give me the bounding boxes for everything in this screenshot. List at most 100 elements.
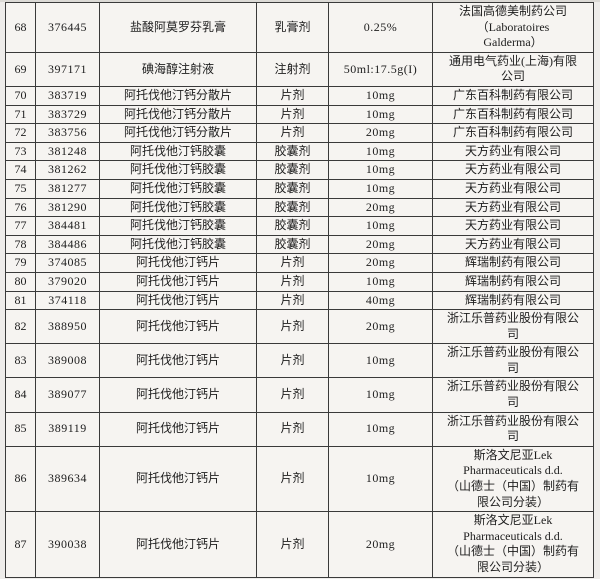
acceptance-number-cell: 381290 [35,197,100,218]
spec-cell: 20mg [328,253,433,273]
row-number-cell: 69 [5,51,36,87]
spec-cell: 20mg [328,309,433,345]
spec-cell: 10mg [328,216,433,236]
table-row: 77 384481 阿托伐他汀钙胶囊 胶囊剂 10mg 天方药业有限公司 [5,216,594,236]
table-row: 84 389077 阿托伐他汀钙片 片剂 10mg 浙江乐普药业股份有限公 司 [5,377,594,413]
spec-cell: 20mg [328,197,433,218]
row-number-cell: 84 [5,377,36,413]
drug-name-cell: 阿托伐他汀钙片 [99,343,257,379]
table-row: 83 389008 阿托伐他汀钙片 片剂 10mg 浙江乐普药业股份有限公 司 [5,343,594,379]
row-number-cell: 77 [5,216,36,236]
dosage-form-cell: 胶囊剂 [256,216,329,236]
dosage-form-cell: 乳膏剂 [256,2,329,53]
acceptance-number-cell: 383729 [35,104,100,125]
acceptance-number-cell: 383756 [35,123,100,143]
row-number-cell: 71 [5,104,36,125]
spec-cell: 10mg [328,85,433,106]
drug-table-body: 68 376445 盐酸阿莫罗芬乳膏 乳膏剂 0.25% 法国高德美制药公司 （Labor… [5,2,594,578]
dosage-form-cell: 片剂 [256,85,329,106]
row-number-cell: 78 [5,234,36,255]
row-number-cell: 86 [5,445,36,513]
table-row: 71 383729 阿托伐他汀钙分散片 片剂 10mg 广东百科制药有限公司 [5,104,594,125]
spec-cell: 10mg [328,343,433,379]
table-row: 74 381262 阿托伐他汀钙胶囊 胶囊剂 10mg 天方药业有限公司 [5,160,594,180]
row-number-cell: 81 [5,290,36,311]
manufacturer-cell: 法国高德美制药公司 （Laboratoires Galderma） [432,2,594,53]
acceptance-number-cell: 381277 [35,178,100,199]
acceptance-number-cell: 376445 [35,2,100,53]
spec-cell: 0.25% [328,2,433,53]
drug-name-cell: 阿托伐他汀钙片 [99,309,257,345]
dosage-form-cell: 片剂 [256,253,329,273]
acceptance-number-cell: 389008 [35,343,100,379]
row-number-cell: 79 [5,253,36,273]
manufacturer-cell: 广东百科制药有限公司 [432,104,594,125]
manufacturer-cell: 广东百科制药有限公司 [432,85,594,106]
dosage-form-cell: 片剂 [256,104,329,125]
drug-name-cell: 阿托伐他汀钙片 [99,445,257,513]
drug-name-cell: 盐酸阿莫罗芬乳膏 [99,2,257,53]
row-number-cell: 85 [5,411,36,447]
dosage-form-cell: 片剂 [256,411,329,447]
drug-name-cell: 阿托伐他汀钙片 [99,377,257,413]
manufacturer-cell: 斯洛文尼亚Lek Pharmaceuticals d.d. （山德士（中国）制药… [432,445,594,513]
dosage-form-cell: 胶囊剂 [256,197,329,218]
manufacturer-cell: 辉瑞制药有限公司 [432,271,594,292]
acceptance-number-cell: 381262 [35,160,100,180]
drug-name-cell: 阿托伐他汀钙分散片 [99,104,257,125]
row-number-cell: 83 [5,343,36,379]
acceptance-number-cell: 381248 [35,141,100,162]
acceptance-number-cell: 374118 [35,290,100,311]
manufacturer-cell: 辉瑞制药有限公司 [432,290,594,311]
acceptance-number-cell: 388950 [35,309,100,345]
row-number-cell: 76 [5,197,36,218]
manufacturer-cell: 浙江乐普药业股份有限公 司 [432,411,594,447]
table-row: 85 389119 阿托伐他汀钙片 片剂 10mg 浙江乐普药业股份有限公 司 [5,411,594,447]
manufacturer-cell: 天方药业有限公司 [432,216,594,236]
drug-name-cell: 阿托伐他汀钙片 [99,411,257,447]
manufacturer-cell: 辉瑞制药有限公司 [432,253,594,273]
acceptance-number-cell: 389634 [35,445,100,513]
acceptance-number-cell: 389077 [35,377,100,413]
table-row: 73 381248 阿托伐他汀钙胶囊 胶囊剂 10mg 天方药业有限公司 [5,141,594,162]
dosage-form-cell: 片剂 [256,511,329,578]
spec-cell: 50ml:17.5g(I) [328,51,433,87]
dosage-form-cell: 注射剂 [256,51,329,87]
spec-cell: 20mg [328,234,433,255]
manufacturer-cell: 浙江乐普药业股份有限公 司 [432,377,594,413]
drug-name-cell: 阿托伐他汀钙分散片 [99,85,257,106]
dosage-form-cell: 片剂 [256,445,329,513]
drug-name-cell: 碘海醇注射液 [99,51,257,87]
manufacturer-cell: 通用电气药业(上海)有限 公司 [432,51,594,87]
row-number-cell: 73 [5,141,36,162]
manufacturer-cell: 浙江乐普药业股份有限公 司 [432,309,594,345]
table-row: 75 381277 阿托伐他汀钙胶囊 胶囊剂 10mg 天方药业有限公司 [5,178,594,199]
acceptance-number-cell: 374085 [35,253,100,273]
acceptance-number-cell: 384486 [35,234,100,255]
drug-name-cell: 阿托伐他汀钙胶囊 [99,141,257,162]
table-row: 68 376445 盐酸阿莫罗芬乳膏 乳膏剂 0.25% 法国高德美制药公司 （Labor… [5,2,594,53]
drug-name-cell: 阿托伐他汀钙胶囊 [99,234,257,255]
table-row: 79 374085 阿托伐他汀钙片 片剂 20mg 辉瑞制药有限公司 [5,253,594,273]
table-row: 82 388950 阿托伐他汀钙片 片剂 20mg 浙江乐普药业股份有限公 司 [5,309,594,345]
spec-cell: 10mg [328,411,433,447]
spec-cell: 10mg [328,141,433,162]
table-row: 80 379020 阿托伐他汀钙片 片剂 10mg 辉瑞制药有限公司 [5,271,594,292]
spec-cell: 20mg [328,123,433,143]
table-row: 69 397171 碘海醇注射液 注射剂 50ml:17.5g(I) 通用电气药业(上海)… [5,51,594,87]
spec-cell: 10mg [328,178,433,199]
acceptance-number-cell: 397171 [35,51,100,87]
spec-cell: 10mg [328,271,433,292]
drug-name-cell: 阿托伐他汀钙胶囊 [99,178,257,199]
row-number-cell: 72 [5,123,36,143]
drug-name-cell: 阿托伐他汀钙胶囊 [99,160,257,180]
table-row: 70 383719 阿托伐他汀钙分散片 片剂 10mg 广东百科制药有限公司 [5,85,594,106]
spec-cell: 10mg [328,104,433,125]
dosage-form-cell: 片剂 [256,343,329,379]
drug-name-cell: 阿托伐他汀钙胶囊 [99,197,257,218]
dosage-form-cell: 片剂 [256,271,329,292]
drug-name-cell: 阿托伐他汀钙片 [99,511,257,578]
row-number-cell: 68 [5,2,36,53]
acceptance-number-cell: 384481 [35,216,100,236]
